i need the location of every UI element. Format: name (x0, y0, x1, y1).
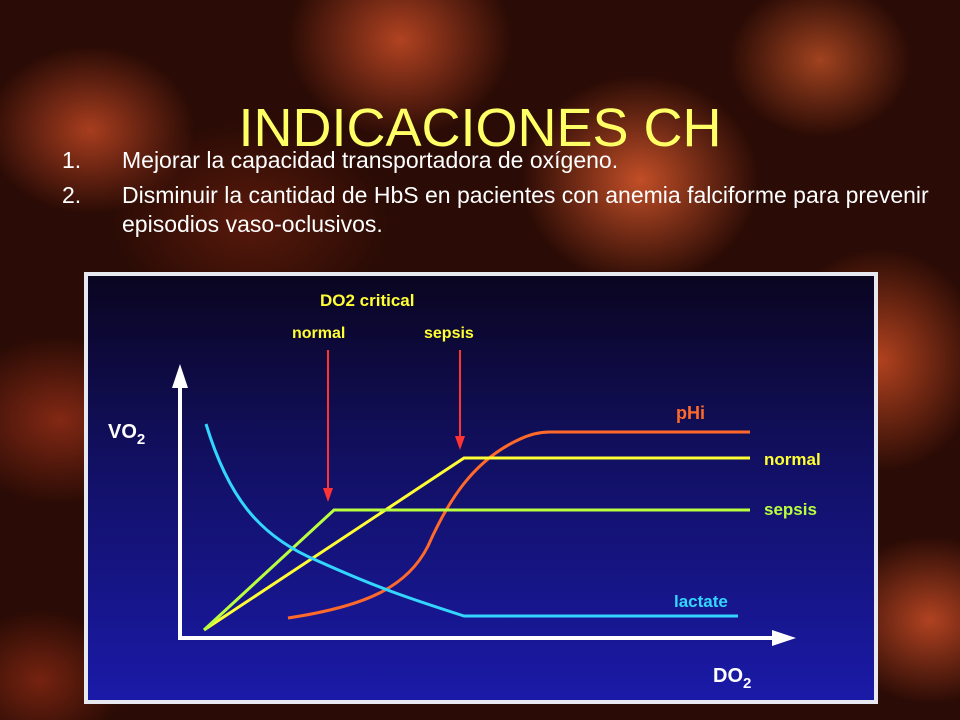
lactate-label: lactate (674, 592, 728, 611)
arrow-label-normal: normal (292, 325, 345, 342)
diagram-canvas: VO2 DO2 DO2 critical normal sepsis pHi n… (108, 291, 821, 692)
sepsis-label: sepsis (764, 500, 817, 519)
list-item-number: 2. (62, 182, 82, 208)
axes (172, 364, 796, 646)
y-axis-label: VO2 (108, 421, 145, 448)
phi-curve (287, 430, 750, 620)
do2-critical-label: DO2 critical (320, 291, 415, 310)
x-axis-arrowhead (772, 630, 796, 646)
indications-list: 1. Mejorar la capacidad transportadora d… (62, 146, 942, 245)
lactate-curve (204, 423, 738, 618)
critical-arrow-sepsis (455, 350, 465, 450)
list-item-number: 1. (62, 147, 82, 173)
list-item-text: Mejorar la capacidad transportadora de o… (122, 147, 619, 173)
list-item-text: Disminuir la cantidad de HbS en paciente… (122, 182, 929, 237)
normal-curve (203, 456, 750, 632)
arrow-label-sepsis: sepsis (424, 325, 474, 342)
slide-title: INDICACIONES CH (238, 98, 722, 159)
vo2-do2-diagram: VO2 DO2 DO2 critical normal sepsis pHi n… (84, 272, 878, 704)
list-item: 1. Mejorar la capacidad transportadora d… (62, 146, 942, 175)
critical-arrow-normal (323, 350, 333, 502)
y-axis-arrowhead (172, 364, 188, 388)
sepsis-curve (202, 508, 750, 632)
x-axis-label: DO2 (713, 665, 751, 692)
phi-label: pHi (676, 403, 705, 423)
normal-label: normal (764, 450, 821, 469)
list-item: 2. Disminuir la cantidad de HbS en pacie… (62, 181, 942, 239)
